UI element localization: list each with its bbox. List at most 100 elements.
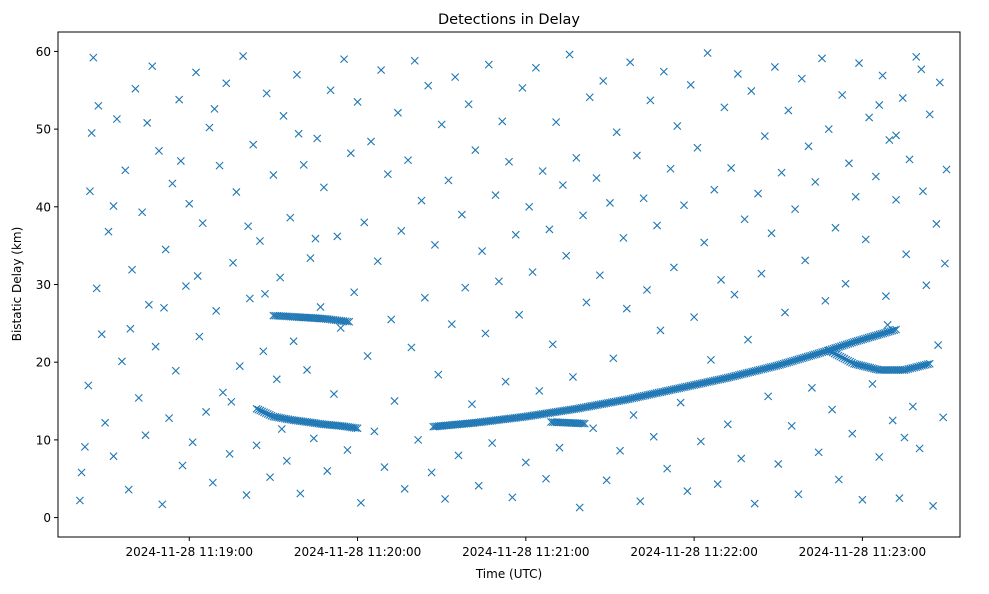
data-point — [626, 58, 635, 67]
data-point — [895, 494, 904, 503]
data-point — [195, 332, 204, 341]
data-point — [865, 113, 874, 122]
data-point — [925, 110, 934, 119]
data-point — [917, 65, 926, 74]
data-point — [831, 223, 840, 232]
data-point — [666, 164, 675, 173]
scatter-points — [75, 48, 951, 512]
data-point — [562, 251, 571, 260]
data-point — [351, 423, 360, 432]
data-point — [112, 115, 121, 124]
data-point — [578, 419, 587, 428]
data-point — [249, 140, 258, 149]
data-point — [205, 123, 214, 132]
data-point — [329, 390, 338, 399]
data-point — [528, 268, 537, 277]
data-point — [363, 351, 372, 360]
data-point — [683, 487, 692, 496]
data-point — [680, 201, 689, 210]
chart-title: Detections in Delay — [438, 12, 580, 28]
data-point — [558, 181, 567, 190]
data-point — [531, 63, 540, 72]
data-point — [881, 365, 890, 374]
data-point — [121, 166, 130, 175]
data-point — [750, 499, 759, 508]
data-point — [77, 468, 86, 477]
data-point — [777, 168, 786, 177]
data-point — [639, 194, 648, 203]
data-point — [501, 377, 510, 386]
data-point — [457, 210, 466, 219]
data-point — [659, 67, 668, 76]
data-point — [548, 340, 557, 349]
data-point — [444, 176, 453, 185]
data-point — [474, 481, 483, 490]
data-point — [227, 397, 236, 406]
data-point — [292, 70, 301, 79]
data-point — [299, 160, 308, 169]
data-point — [272, 375, 281, 384]
data-point — [538, 167, 547, 176]
data-point — [360, 218, 369, 227]
data-point — [377, 66, 386, 75]
data-point — [266, 473, 275, 482]
data-point — [686, 80, 695, 89]
data-point — [794, 490, 803, 499]
data-point — [828, 405, 837, 414]
data-point — [319, 183, 328, 192]
data-point — [814, 448, 823, 457]
data-point — [592, 174, 601, 183]
data-point — [723, 420, 732, 429]
y-tick-label: 30 — [36, 278, 51, 292]
data-point — [333, 232, 342, 241]
data-point — [294, 129, 303, 138]
data-point — [101, 418, 110, 427]
data-point — [885, 136, 894, 144]
data-point — [491, 191, 500, 200]
data-point — [643, 285, 651, 294]
data-point — [467, 400, 476, 409]
data-point — [828, 348, 837, 357]
data-point — [535, 386, 544, 395]
data-point — [296, 489, 305, 498]
data-point — [279, 111, 288, 120]
data-point — [818, 54, 826, 63]
data-point — [713, 480, 722, 489]
data-point — [498, 117, 507, 126]
data-point — [188, 438, 197, 447]
data-point — [518, 83, 527, 92]
data-point — [289, 337, 298, 346]
data-point — [87, 129, 96, 137]
data-point — [131, 84, 140, 93]
data-point — [855, 59, 864, 68]
data-point — [454, 451, 463, 460]
data-point — [710, 185, 719, 194]
x-tick-label: 2024-11-28 11:22:00 — [630, 545, 757, 559]
data-point — [878, 71, 887, 80]
data-point — [595, 271, 604, 280]
data-point — [158, 500, 167, 509]
data-point — [915, 444, 924, 453]
data-point — [478, 247, 487, 256]
data-point — [84, 381, 93, 390]
data-point — [430, 240, 439, 249]
data-point — [575, 503, 584, 512]
data-point — [451, 73, 460, 82]
data-point — [97, 330, 106, 339]
data-point — [892, 365, 901, 374]
data-point — [902, 250, 911, 259]
data-point — [276, 273, 285, 282]
data-point — [143, 118, 152, 127]
data-point — [505, 157, 513, 166]
data-point — [552, 118, 561, 127]
data-point — [340, 55, 349, 64]
data-point — [706, 355, 715, 364]
data-point — [178, 461, 187, 470]
data-point — [117, 357, 126, 366]
data-point — [844, 159, 853, 168]
data-point — [508, 493, 517, 502]
data-point — [192, 68, 200, 77]
data-point — [160, 303, 169, 312]
data-point — [185, 199, 194, 208]
data-point — [124, 485, 133, 494]
